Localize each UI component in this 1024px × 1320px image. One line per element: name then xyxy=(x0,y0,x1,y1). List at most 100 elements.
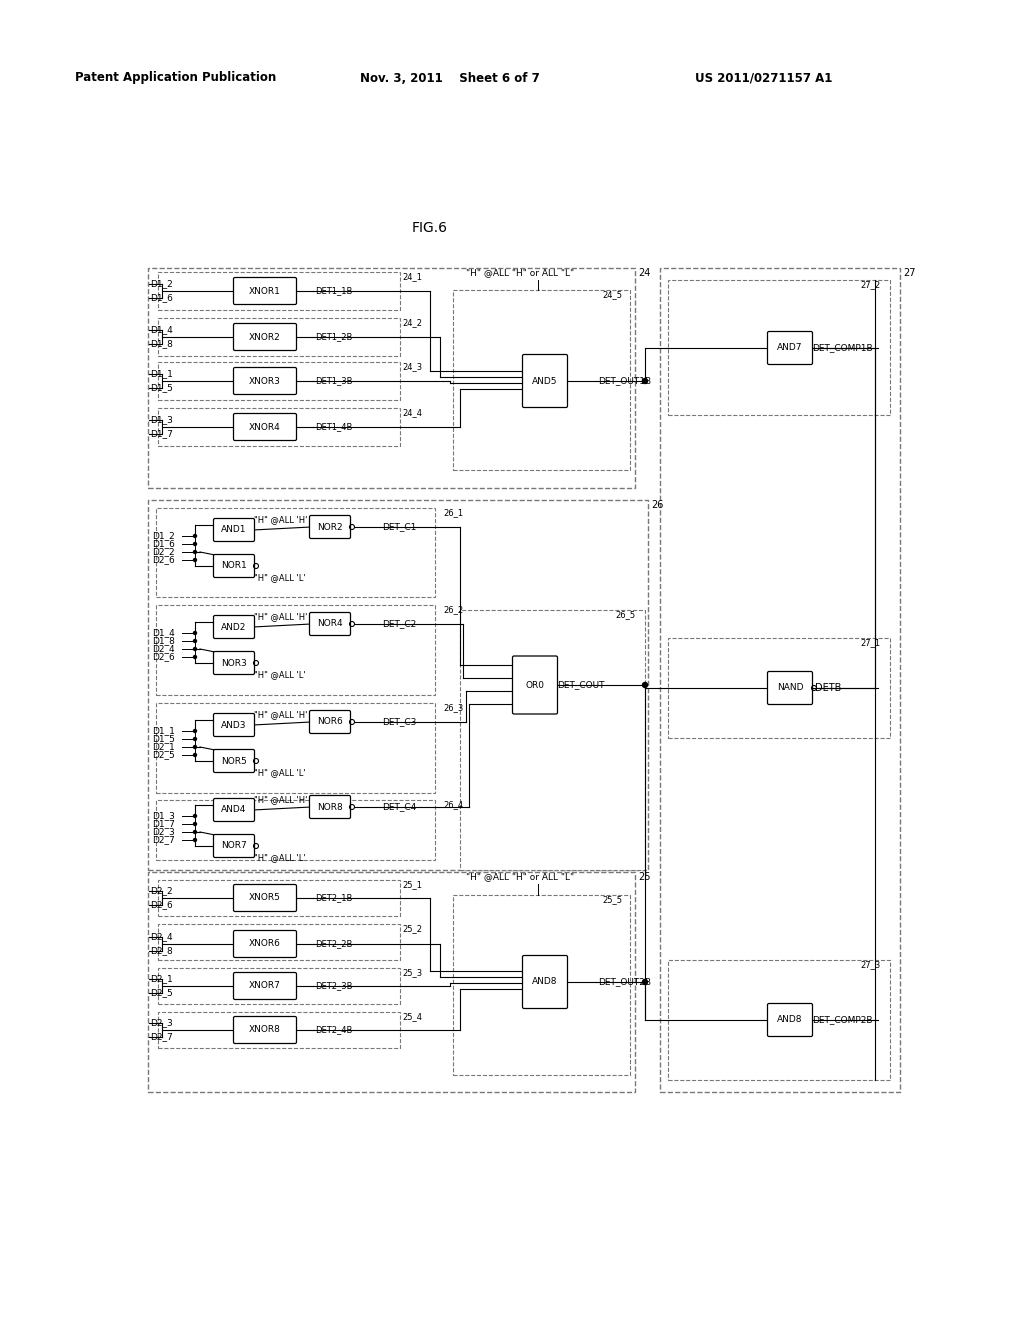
Text: 26_4: 26_4 xyxy=(443,800,463,809)
Text: XNOR3: XNOR3 xyxy=(249,376,281,385)
Text: XNOR4: XNOR4 xyxy=(249,422,281,432)
Text: "H" @ALL 'L': "H" @ALL 'L' xyxy=(254,573,305,582)
Text: D2_6: D2_6 xyxy=(152,652,175,661)
FancyBboxPatch shape xyxy=(213,834,255,858)
Text: 24_5: 24_5 xyxy=(602,290,622,300)
Text: 27_1: 27_1 xyxy=(860,639,880,648)
FancyBboxPatch shape xyxy=(309,796,350,818)
Text: Patent Application Publication: Patent Application Publication xyxy=(75,71,276,84)
Text: D2_7: D2_7 xyxy=(150,1032,173,1041)
Text: FIG.6: FIG.6 xyxy=(412,220,449,235)
Text: US 2011/0271157 A1: US 2011/0271157 A1 xyxy=(695,71,833,84)
Bar xyxy=(158,968,400,1005)
FancyBboxPatch shape xyxy=(233,973,297,999)
Text: "H" @ALL "H" or ALL "L": "H" @ALL "H" or ALL "L" xyxy=(466,268,574,277)
Text: DET1_1B: DET1_1B xyxy=(315,286,352,296)
Text: DET1_3B: DET1_3B xyxy=(315,376,352,385)
FancyBboxPatch shape xyxy=(213,519,255,541)
Circle shape xyxy=(194,838,197,842)
Text: 24_2: 24_2 xyxy=(402,318,422,327)
Text: D1_1: D1_1 xyxy=(150,370,173,379)
FancyBboxPatch shape xyxy=(213,554,255,578)
Circle shape xyxy=(642,979,647,985)
Bar xyxy=(668,638,890,738)
Text: NOR4: NOR4 xyxy=(317,619,343,628)
Text: AND1: AND1 xyxy=(221,525,247,535)
Text: "H" @ALL 'H': "H" @ALL 'H' xyxy=(254,612,307,622)
Circle shape xyxy=(194,738,197,741)
FancyBboxPatch shape xyxy=(213,714,255,737)
Text: D1_1: D1_1 xyxy=(152,726,175,735)
Text: XNOR8: XNOR8 xyxy=(249,1026,281,1035)
Bar xyxy=(158,272,400,310)
Text: 25_1: 25_1 xyxy=(402,880,422,890)
Text: XNOR7: XNOR7 xyxy=(249,982,281,990)
Bar xyxy=(156,605,435,696)
FancyBboxPatch shape xyxy=(233,367,297,395)
Text: D1_2: D1_2 xyxy=(152,532,175,540)
FancyBboxPatch shape xyxy=(309,612,350,635)
Text: DET1_4B: DET1_4B xyxy=(315,422,352,432)
Circle shape xyxy=(194,550,197,553)
Text: NOR6: NOR6 xyxy=(317,718,343,726)
Bar xyxy=(158,318,400,356)
Bar xyxy=(453,895,630,1074)
FancyBboxPatch shape xyxy=(233,277,297,305)
FancyBboxPatch shape xyxy=(768,331,812,364)
Text: D2_3: D2_3 xyxy=(150,1019,173,1027)
Text: NOR1: NOR1 xyxy=(221,561,247,570)
Text: 24: 24 xyxy=(638,268,650,279)
Text: DET_OUT1B: DET_OUT1B xyxy=(598,376,651,385)
Text: D2_1: D2_1 xyxy=(152,742,175,751)
Circle shape xyxy=(194,754,197,756)
FancyBboxPatch shape xyxy=(213,750,255,772)
Text: D2_5: D2_5 xyxy=(152,751,175,759)
Text: DETB: DETB xyxy=(815,682,842,693)
FancyBboxPatch shape xyxy=(522,956,567,1008)
Text: 27: 27 xyxy=(903,268,915,279)
Text: 27_3: 27_3 xyxy=(860,961,881,969)
Circle shape xyxy=(194,648,197,651)
Circle shape xyxy=(194,656,197,659)
Text: D2_4: D2_4 xyxy=(152,644,175,653)
Text: XNOR6: XNOR6 xyxy=(249,940,281,949)
Bar xyxy=(148,268,635,488)
Text: Nov. 3, 2011    Sheet 6 of 7: Nov. 3, 2011 Sheet 6 of 7 xyxy=(360,71,540,84)
Text: AND8: AND8 xyxy=(777,1015,803,1024)
Text: D1_5: D1_5 xyxy=(150,384,173,392)
FancyBboxPatch shape xyxy=(233,931,297,957)
Text: 25_3: 25_3 xyxy=(402,969,422,978)
Text: D2_1: D2_1 xyxy=(150,974,173,983)
Bar xyxy=(158,1012,400,1048)
Text: D2_7: D2_7 xyxy=(152,836,175,845)
FancyBboxPatch shape xyxy=(309,710,350,734)
Text: 25_4: 25_4 xyxy=(402,1012,422,1022)
Text: D1_4: D1_4 xyxy=(150,326,173,334)
FancyBboxPatch shape xyxy=(309,516,350,539)
Text: D1_6: D1_6 xyxy=(150,293,173,302)
Text: 25: 25 xyxy=(638,873,650,882)
Text: D1_7: D1_7 xyxy=(150,429,173,438)
Text: "H" @ALL 'L': "H" @ALL 'L' xyxy=(254,671,305,680)
Text: D2_6: D2_6 xyxy=(150,900,173,909)
Text: NOR2: NOR2 xyxy=(317,523,343,532)
Text: "H" @ALL 'H': "H" @ALL 'H' xyxy=(254,796,307,804)
Text: NOR8: NOR8 xyxy=(317,803,343,812)
Text: XNOR2: XNOR2 xyxy=(249,333,281,342)
Circle shape xyxy=(194,822,197,825)
FancyBboxPatch shape xyxy=(233,413,297,441)
Text: "H" @ALL 'L': "H" @ALL 'L' xyxy=(254,854,305,862)
Text: NOR3: NOR3 xyxy=(221,659,247,668)
Bar xyxy=(668,960,890,1080)
Text: 26_2: 26_2 xyxy=(443,606,463,615)
Bar xyxy=(158,924,400,960)
Text: 26: 26 xyxy=(651,500,664,510)
Bar xyxy=(158,880,400,916)
Text: 26_3: 26_3 xyxy=(443,704,463,713)
Text: XNOR1: XNOR1 xyxy=(249,286,281,296)
Text: 24_3: 24_3 xyxy=(402,363,422,371)
Text: D2_8: D2_8 xyxy=(150,946,173,956)
Text: NOR5: NOR5 xyxy=(221,756,247,766)
Text: D1_4: D1_4 xyxy=(152,628,175,638)
Text: AND8: AND8 xyxy=(532,978,558,986)
